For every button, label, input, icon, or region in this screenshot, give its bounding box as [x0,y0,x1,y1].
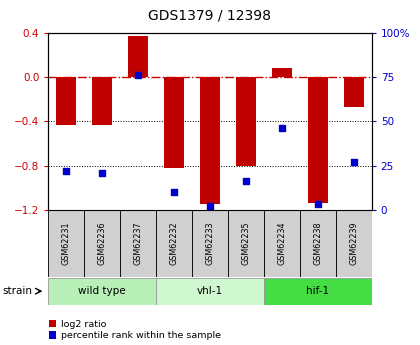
Text: GSM62231: GSM62231 [62,221,71,265]
Text: GSM62237: GSM62237 [134,221,143,265]
Point [171,189,177,195]
Bar [48,210,84,277]
Bar [272,68,292,77]
Point [243,179,249,184]
Text: hif-1: hif-1 [306,286,329,296]
Bar [236,77,256,166]
Bar [56,77,76,125]
Point [63,168,70,174]
Legend: log2 ratio, percentile rank within the sample: log2 ratio, percentile rank within the s… [49,320,221,340]
Bar [192,210,228,277]
Text: wild type: wild type [79,286,126,296]
Bar [164,77,184,168]
Text: GSM62235: GSM62235 [241,221,250,265]
Point [135,72,142,78]
Bar [264,210,300,277]
Bar [128,36,148,77]
Text: GSM62232: GSM62232 [170,221,178,265]
Bar [48,278,156,305]
Bar [344,77,364,107]
Text: GSM62239: GSM62239 [349,221,358,265]
Text: GSM62233: GSM62233 [205,221,215,265]
Point [315,202,321,207]
Text: GSM62238: GSM62238 [313,221,322,265]
Bar [120,210,156,277]
Point [99,170,105,175]
Bar [84,210,120,277]
Bar [264,278,372,305]
Point [350,159,357,165]
Point [207,204,213,209]
Bar [336,210,372,277]
Point [278,126,285,131]
Bar [156,210,192,277]
Text: strain: strain [2,286,32,296]
Bar [308,77,328,203]
Text: GDS1379 / 12398: GDS1379 / 12398 [149,8,271,22]
Text: GSM62234: GSM62234 [277,221,286,265]
Bar [92,77,112,125]
Text: vhl-1: vhl-1 [197,286,223,296]
Bar [300,210,336,277]
Bar [156,278,264,305]
Bar [228,210,264,277]
Text: GSM62236: GSM62236 [98,221,107,265]
Bar [200,77,220,204]
